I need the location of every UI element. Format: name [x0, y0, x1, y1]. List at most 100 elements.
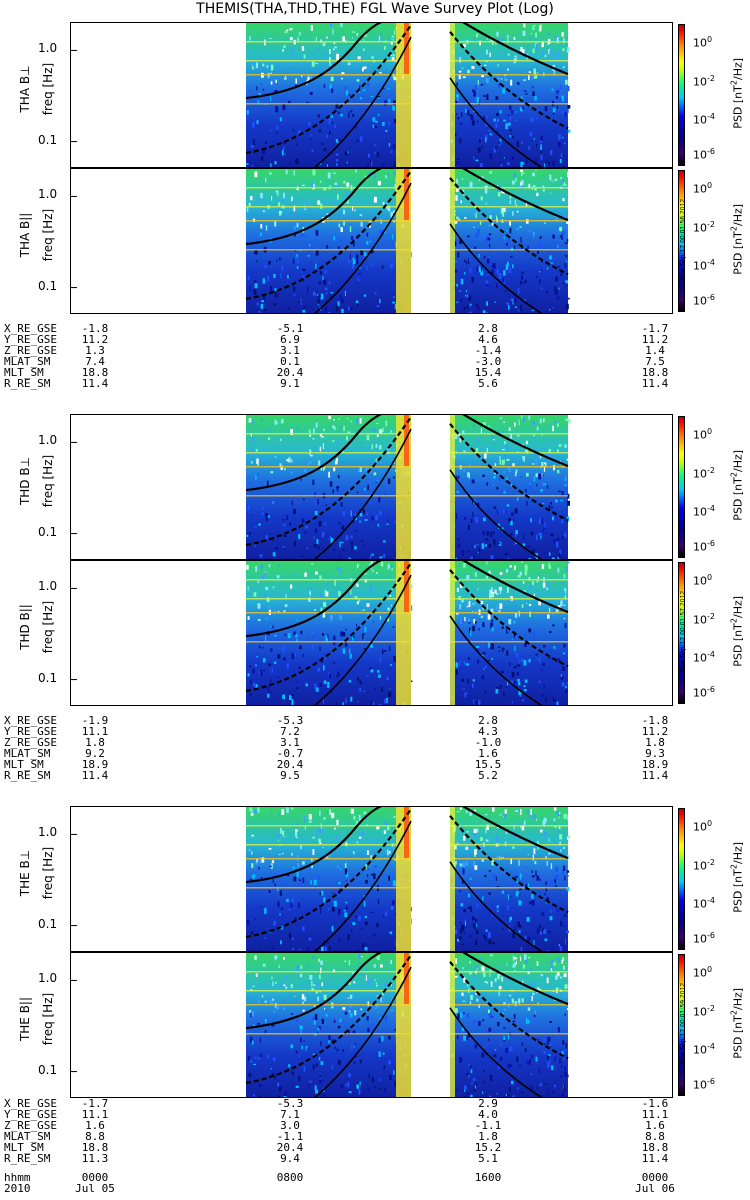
spectrogram-pixel: [298, 534, 301, 539]
spectrogram-pixel: [359, 510, 363, 517]
spectrogram-pixel: [394, 1080, 397, 1087]
ephemeris-label: MLAT_SM: [4, 1130, 51, 1143]
spectrogram-pixel: [294, 653, 296, 656]
spectrogram-pixel: [509, 896, 512, 898]
spectrogram-pixel: [266, 480, 269, 486]
spectrogram-pixel: [493, 538, 496, 544]
spectrogram-pixel: [494, 877, 497, 881]
spectrogram-pixel: [561, 111, 564, 114]
spectrogram-pixel: [326, 245, 329, 249]
spectrogram-pixel: [498, 985, 502, 990]
spectrogram-pixel: [564, 875, 566, 881]
overlay-solid-line: [313, 820, 412, 951]
y-tick-label: 0.1: [38, 278, 58, 293]
spectrogram-pixel: [283, 1096, 287, 1097]
spectrogram-pixel: [360, 1008, 363, 1011]
spectrogram-pixel: [541, 433, 543, 436]
spectrogram-pixel: [548, 931, 551, 933]
spectrogram-pixel: [362, 67, 364, 72]
harmonic-line: [246, 990, 411, 992]
spectrogram-pixel: [246, 163, 249, 165]
spectrogram-pixel: [488, 892, 491, 895]
spectrogram-pixel: [511, 156, 515, 160]
spectrogram-pixel: [567, 493, 570, 499]
spectrogram-pixel: [247, 117, 249, 120]
spectrogram-pixel: [327, 682, 330, 688]
spectrogram-pixel: [501, 221, 504, 223]
spectrogram-pixel: [462, 1000, 466, 1002]
spectrogram-pixel: [467, 622, 471, 624]
spectrogram-pixel: [357, 949, 360, 951]
spectrogram-pixel: [319, 842, 322, 845]
spectrogram-pixel: [337, 671, 340, 677]
spectrogram-pixel: [393, 100, 396, 106]
spectrogram-pixel: [550, 192, 552, 194]
spectrogram-pixel: [348, 1010, 351, 1013]
spectrogram-pixel: [361, 832, 365, 836]
spectrogram-pixel: [332, 906, 335, 912]
colorbar-tick-label: 100: [693, 818, 713, 834]
spectrogram-pixel: [309, 1080, 312, 1083]
ephemeris-value: 11.4: [641, 769, 669, 782]
spectrogram-pixel: [290, 471, 293, 475]
spectrogram-pixel: [300, 1029, 302, 1035]
spectrogram-pixel: [358, 814, 361, 820]
spectrogram-pixel: [328, 415, 331, 420]
spectrogram-pixel: [362, 509, 365, 515]
spectrogram-pixel: [274, 456, 276, 459]
spectrogram-pixel: [458, 595, 461, 600]
spectrogram-pixel: [370, 263, 373, 267]
spectrogram-pixel: [376, 826, 380, 830]
spectrogram-pixel: [519, 825, 521, 828]
spectrogram-pixel: [506, 229, 508, 231]
spectrogram-pixel: [330, 616, 333, 621]
spectrogram-pixel: [380, 33, 382, 36]
spectrogram-pixel: [497, 542, 501, 545]
spectrogram-pixel: [553, 258, 555, 260]
spectrogram-pixel: [553, 807, 557, 811]
spectrogram-pixel: [522, 534, 525, 540]
spectrogram-pixel: [295, 78, 297, 84]
spectrogram-pixel: [288, 275, 291, 277]
spectrogram-pixel: [556, 35, 558, 41]
spectrogram-pixel: [331, 901, 335, 903]
high-psd-band: [450, 415, 455, 559]
spectrogram-pixel: [481, 146, 484, 148]
spectrogram-pixel: [491, 1016, 494, 1018]
spectrogram-pixel: [546, 977, 549, 984]
spectrogram-pixel: [331, 1005, 333, 1008]
spectrogram-pixel: [509, 1064, 512, 1067]
spectrogram-pixel: [292, 866, 295, 869]
spectrogram-pixel: [276, 1006, 280, 1010]
spectrogram-pixel: [364, 915, 367, 919]
spectrogram-pixel: [550, 502, 552, 505]
spectrogram-pixel: [557, 557, 560, 559]
spectrogram-pixel: [454, 1008, 458, 1014]
spectrogram-pixel: [551, 557, 555, 559]
spectrogram-pixel: [533, 436, 536, 439]
spectrogram-pixel: [551, 180, 553, 182]
spectrogram-pixel: [476, 701, 478, 705]
spectrogram-pixel: [525, 279, 527, 284]
spectrogram-pixel: [328, 471, 330, 478]
spectrogram-pixel: [273, 273, 276, 278]
spectrogram-pixel: [545, 697, 547, 702]
spectrogram-pixel: [544, 530, 547, 534]
spectrogram-pixel: [281, 830, 285, 836]
spectrogram-pixel: [332, 892, 334, 894]
spectrogram-pixel: [373, 933, 376, 937]
spectrogram-pixel: [491, 914, 493, 917]
spectrogram-pixel: [465, 290, 467, 293]
spectrogram-pixel: [564, 588, 567, 594]
spectrogram-pixel: [558, 107, 561, 112]
spectrogram-pixel: [355, 1042, 357, 1045]
spectrogram-pixel: [262, 210, 265, 212]
ephemeris-value: -3.0: [474, 355, 502, 368]
spectrogram-pixel: [456, 94, 459, 98]
spectrogram-pixel: [506, 631, 509, 634]
spectrogram-pixel: [248, 202, 251, 207]
ephemeris-value: 11.2: [641, 725, 669, 738]
spectrogram-pixel: [491, 643, 494, 650]
spectrogram-pixel: [322, 1093, 326, 1097]
spectrogram-pixel: [382, 649, 384, 654]
